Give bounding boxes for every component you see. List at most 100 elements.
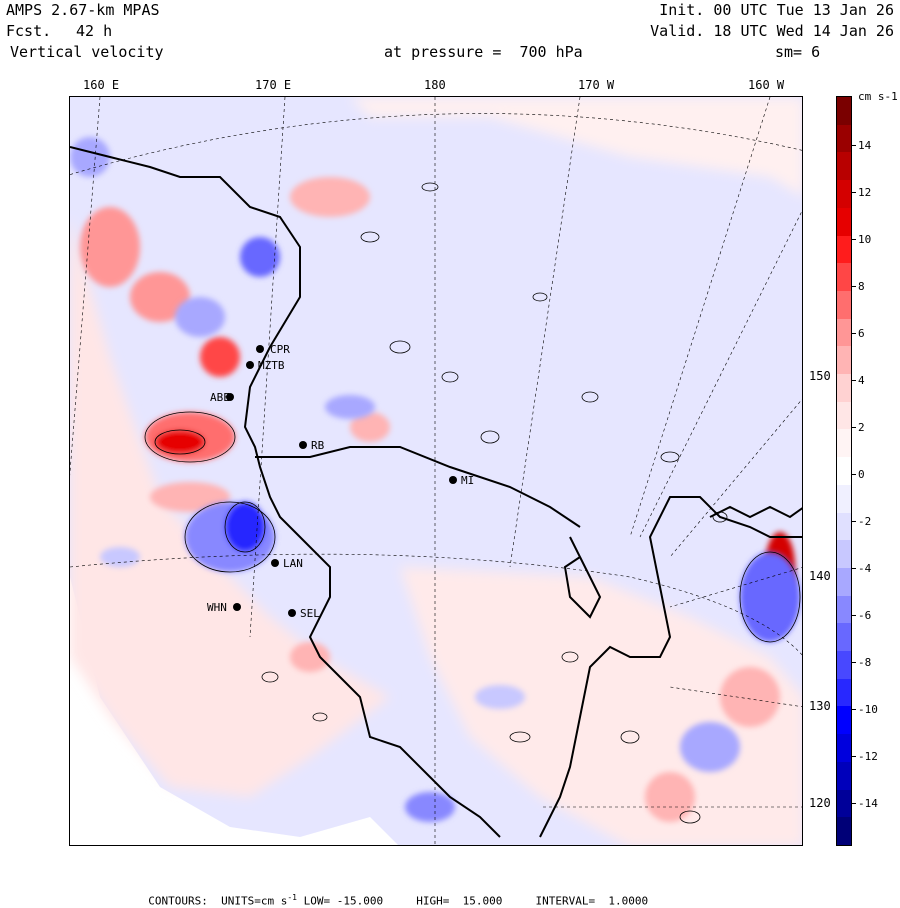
lon-label-170e: 170 E [255, 78, 292, 92]
station-label-mztb: MZTB [258, 359, 285, 372]
forecast-label: Fcst. [6, 22, 52, 40]
contours-low-label: LOW= [303, 894, 331, 908]
colorbar-tick-label: 8 [858, 280, 865, 293]
colorbar-band [837, 429, 851, 458]
contours-low: -15.000 [336, 894, 384, 908]
colorbar-band [837, 817, 851, 846]
vertical-velocity-map: CPR MZTB ABE RB MI LAN WHN SEL [69, 96, 803, 846]
colorbar-band [837, 124, 851, 153]
station-label-abe: ABE [210, 391, 230, 404]
colorbar-tick-label: 6 [858, 327, 865, 340]
station-dot-lan [271, 559, 279, 567]
colorbar-band [837, 457, 851, 486]
station-dot-sel [288, 609, 296, 617]
lon-label-170w: 170 W [578, 78, 615, 92]
contours-high: 15.000 [462, 894, 503, 908]
pink-region-south [400, 567, 802, 845]
coastline [70, 146, 802, 838]
downdraft-patches [70, 137, 800, 822]
valid-time: Valid. 18 UTC Wed 14 Jan 26 [650, 22, 894, 40]
lon-label-160e: 160 E [83, 78, 120, 92]
colorbar-tick-mark [852, 756, 856, 757]
colorbar-band [837, 706, 851, 735]
station-dot-rb [299, 441, 307, 449]
colorbar-band [837, 207, 851, 237]
colorbar-band [837, 734, 851, 763]
station-label-mi: MI [461, 474, 474, 487]
colorbar-band [837, 789, 851, 818]
colorbar-band [837, 318, 851, 347]
colorbar-tick-mark [852, 521, 856, 522]
colorbar-tick-mark [852, 145, 856, 146]
colorbar-band [837, 512, 851, 541]
colorbar-band [837, 678, 851, 707]
colorbar-tick-mark [852, 568, 856, 569]
contour-info: CONTOURS: UNITS=cm s-1 LOW= -15.000 HIGH… [135, 880, 648, 908]
colorbar-tick-label: 0 [858, 468, 865, 481]
station-dot-whn [233, 603, 241, 611]
station-dot-abe [226, 393, 234, 401]
colorbar-band [837, 374, 851, 403]
station-label-cpr: CPR [270, 343, 290, 356]
model-title: AMPS 2.67-km MPAS [6, 1, 160, 19]
colorbar-tick-mark [852, 192, 856, 193]
station-dot-mi [449, 476, 457, 484]
colorbar-units: cm s-1 [858, 90, 898, 103]
lon-label-160w: 160 W [748, 78, 785, 92]
colorbar [836, 96, 852, 846]
colorbar-band [837, 595, 851, 624]
colorbar-tick-mark [852, 333, 856, 334]
station-dot-cpr [256, 345, 264, 353]
colorbar-tick-label: -4 [858, 562, 872, 575]
colorbar-band [837, 401, 851, 430]
colorbar-tick-label: -12 [858, 750, 878, 763]
colorbar-tick-label: 14 [858, 139, 872, 152]
station-label-rb: RB [311, 439, 325, 452]
station-label-sel: SEL [300, 607, 320, 620]
colorbar-tick-mark [852, 615, 856, 616]
colorbar-tick-label: -8 [858, 656, 872, 669]
contours-interval: 1.0000 [608, 894, 649, 908]
forecast-hours: 42 h [76, 22, 113, 40]
contours-label: CONTOURS: [148, 894, 208, 908]
contour-lines [144, 182, 801, 824]
colorbar-band [837, 567, 851, 597]
colorbar-band [837, 761, 851, 791]
colorbar-band [837, 484, 851, 514]
colorbar-band [837, 235, 851, 264]
colorbar-band [837, 97, 851, 126]
contours-units: UNITS=cm s [221, 894, 288, 908]
colorbar-tick-mark [852, 803, 856, 804]
station-markers [226, 345, 457, 617]
graticule [70, 97, 802, 845]
pink-region-north [350, 97, 802, 196]
colorbar-tick-mark [852, 662, 856, 663]
colorbar-tick-mark [852, 380, 856, 381]
lon-label-180: 180 [424, 78, 446, 92]
colorbar-tick-mark [852, 474, 856, 475]
smoothing-value: sm= 6 [775, 43, 821, 61]
station-label-whn: WHN [207, 601, 227, 614]
colorbar-tick-label: -2 [858, 515, 872, 528]
station-labels: CPR MZTB ABE RB MI LAN WHN SEL [207, 343, 474, 620]
pressure-level: at pressure = 700 hPa [384, 43, 583, 61]
contours-high-label: HIGH= [416, 894, 450, 908]
colorbar-tick-label: -14 [858, 797, 878, 810]
colorbar-tick-mark [852, 286, 856, 287]
colorbar-band [837, 180, 851, 209]
colorbar-tick-mark [852, 709, 856, 710]
colorbar-tick-mark [852, 427, 856, 428]
colorbar-band [837, 152, 851, 181]
contours-units-exp: -1 [287, 893, 297, 902]
colorbar-tick-label: -10 [858, 703, 878, 716]
colorbar-band [837, 651, 851, 680]
station-dot-mztb [246, 361, 254, 369]
colorbar-tick-label: 10 [858, 233, 872, 246]
colorbar-band [837, 263, 851, 292]
colorbar-tick-label: 2 [858, 421, 865, 434]
contours-interval-label: INTERVAL= [535, 894, 596, 908]
colorbar-tick-mark [852, 239, 856, 240]
colorbar-band [837, 623, 851, 652]
colorbar-tick-label: 4 [858, 374, 865, 387]
colorbar-band [837, 540, 851, 569]
